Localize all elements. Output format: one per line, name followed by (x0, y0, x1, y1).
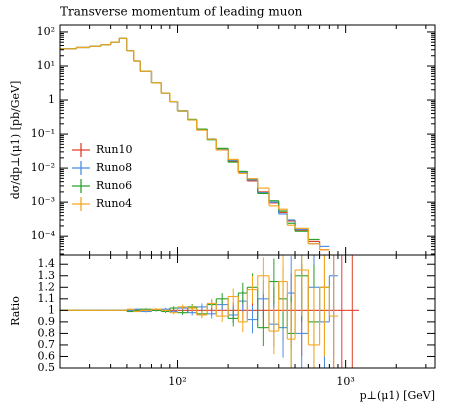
y-tick-label: 10² (37, 25, 55, 38)
y-tick-label: 10⁻³ (31, 195, 55, 208)
x-tick-label: 10³ (336, 375, 354, 388)
y-tick-label: 1 (48, 93, 55, 106)
y-tick-label: 0.6 (38, 349, 56, 362)
axes: 10² 10¹ 1 10⁻¹ 10⁻² 10⁻³ 10⁻⁴ Run10 Runo8 Runo6 Ru… (31, 25, 435, 388)
y-tick-label: 10¹ (37, 59, 55, 72)
chart-title: Transverse momentum of leading muon (60, 5, 303, 19)
y-tick-label: 1.2 (38, 280, 56, 293)
ratio-frame (59, 254, 436, 369)
main-plot (60, 37, 330, 251)
legend-label: Runo8 (96, 161, 132, 174)
y-tick-label: 0.9 (38, 315, 56, 328)
legend-label: Runo4 (96, 197, 132, 210)
y-tick-label: 10⁻¹ (31, 127, 55, 140)
y-tick-label: 0.5 (38, 361, 56, 374)
y-tick-label: 1.3 (38, 269, 56, 282)
y-tick-label: 10⁻⁴ (31, 229, 56, 242)
legend-label: Runo6 (96, 179, 132, 192)
x-tick-label: 10² (168, 375, 186, 388)
y-tick-label: 1.1 (38, 292, 56, 305)
y-axis-label: dσ/dp⊥(μ1) [pb/GeV] (9, 81, 22, 200)
ratio-plot (60, 255, 359, 368)
x-axis-label: p⊥(μ1) [GeV] (360, 389, 435, 402)
y-tick-label: 1.4 (38, 257, 56, 270)
y-tick-label: 1 (48, 303, 55, 316)
legend-label: Run10 (96, 143, 132, 156)
main-frame (59, 24, 436, 256)
y-tick-label: 0.7 (38, 338, 56, 351)
y-tick-label: 0.8 (38, 326, 56, 339)
ratio-axis-label: Ratio (9, 296, 22, 326)
y-tick-label: 10⁻² (31, 161, 55, 174)
